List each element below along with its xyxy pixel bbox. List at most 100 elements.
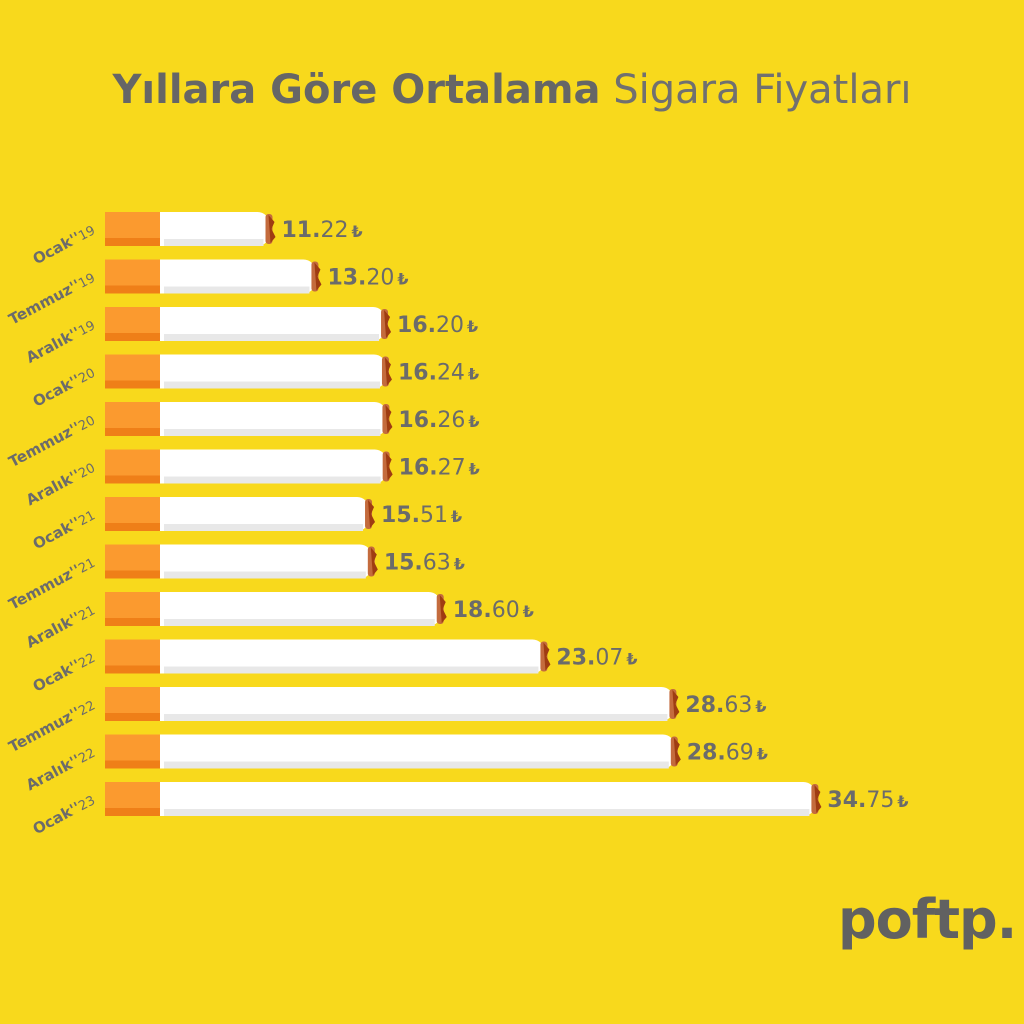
value-decimal: 63 <box>724 693 752 718</box>
value-label: 15.51 ₺ <box>381 503 462 528</box>
cigarette-paper-shadow <box>164 809 810 816</box>
category-label: Temmuz''20 <box>6 411 98 471</box>
category-label: Temmuz''21 <box>6 553 98 613</box>
cigarette-filter-shadow <box>105 713 160 721</box>
cigarette-paper-joint <box>160 449 176 484</box>
currency-symbol: ₺ <box>469 460 480 479</box>
category-month: Ocak'' <box>30 656 83 696</box>
cigarette-paper-shadow <box>164 666 539 674</box>
currency-symbol: ₺ <box>451 507 462 526</box>
cigarette-paper-joint <box>160 639 176 674</box>
currency-symbol: ₺ <box>351 222 362 241</box>
cigarette-ember <box>314 262 322 291</box>
cigarette-paper-shadow <box>164 286 310 294</box>
value-label: 34.75 ₺ <box>827 788 908 813</box>
chart-title-light: Sigara Fiyatları <box>613 67 912 113</box>
category-label: Aralık''22 <box>23 743 98 794</box>
category-year: 20 <box>76 366 98 387</box>
cigarette-bar: 18.60 ₺ Aralık''21 <box>23 592 534 652</box>
cigarette-paper <box>160 639 545 674</box>
value-whole: 16. <box>398 361 437 386</box>
cigarette-paper <box>160 497 370 531</box>
category-year: 21 <box>76 508 98 529</box>
cigarette-paper <box>160 307 386 341</box>
value-label: 16.24 ₺ <box>398 361 479 386</box>
cigarette-ember <box>385 405 393 433</box>
cigarette-paper-joint <box>160 212 176 246</box>
currency-symbol: ₺ <box>468 365 479 384</box>
cigarette-paper-joint <box>160 259 176 294</box>
value-decimal: 60 <box>492 598 520 623</box>
value-label: 23.07 ₺ <box>556 646 637 671</box>
value-decimal: 69 <box>726 741 754 766</box>
category-year: 20 <box>76 413 98 434</box>
category-year: 22 <box>76 698 98 719</box>
category-month: Ocak'' <box>30 798 83 838</box>
cigarette-paper-shadow <box>164 619 435 626</box>
value-decimal: 20 <box>366 266 394 291</box>
cigarette-filter-shadow <box>105 380 160 389</box>
currency-symbol: ₺ <box>523 602 534 621</box>
value-whole: 11. <box>282 218 321 243</box>
value-decimal: 26 <box>437 408 465 433</box>
cigarette-paper <box>160 592 441 626</box>
cigarette-ember <box>814 785 822 813</box>
currency-symbol: ₺ <box>755 697 766 716</box>
value-label: 16.27 ₺ <box>399 456 480 481</box>
cigarette-paper-shadow <box>164 714 668 721</box>
category-month: Aralık'' <box>23 751 83 794</box>
value-label: 15.63 ₺ <box>384 551 465 576</box>
cigarette-paper-shadow <box>164 429 381 436</box>
currency-symbol: ₺ <box>397 270 408 289</box>
cigarette-ember <box>268 215 276 243</box>
category-label: Aralık''21 <box>23 601 98 652</box>
value-decimal: 20 <box>436 313 464 338</box>
cigarette-paper-shadow <box>164 239 264 246</box>
currency-symbol: ₺ <box>626 650 637 669</box>
cigarette-filter-shadow <box>105 760 160 769</box>
cigarette-paper <box>160 687 674 721</box>
cigarette-paper-joint <box>160 497 176 531</box>
chart-title: Yıllara Göre Ortalama Sigara Fiyatları <box>0 62 1024 118</box>
category-year: 19 <box>76 318 98 339</box>
cigarette-paper-shadow <box>164 476 381 484</box>
cigarette-paper-joint <box>160 734 176 769</box>
cigarette-filter-shadow <box>105 475 160 484</box>
value-whole: 15. <box>381 503 420 528</box>
cigarette-paper <box>160 734 675 769</box>
cigarette-filter-shadow <box>105 428 160 436</box>
category-label: Aralık''20 <box>23 458 98 509</box>
value-label: 16.20 ₺ <box>397 313 478 338</box>
category-year: 21 <box>76 556 98 577</box>
cigarette-filter-shadow <box>105 618 160 626</box>
cigarette-filter-shadow <box>105 808 160 816</box>
cigarette-paper-shadow <box>164 524 364 531</box>
chart-title-bold: Yıllara Göre Ortalama <box>112 67 601 113</box>
value-whole: 15. <box>384 551 423 576</box>
value-whole: 28. <box>685 693 724 718</box>
cigarette-paper-shadow <box>164 381 380 389</box>
category-label: Aralık''19 <box>23 316 98 367</box>
value-decimal: 07 <box>595 646 623 671</box>
cigarette-paper-joint <box>160 402 176 436</box>
cigarette-filter-shadow <box>105 238 160 246</box>
value-decimal: 22 <box>320 218 348 243</box>
cigarette-bar: 15.63 ₺ Temmuz''21 <box>6 544 465 614</box>
cigarette-paper-shadow <box>164 761 669 769</box>
cigarette-ember <box>672 690 680 718</box>
cigarette-ember <box>370 547 378 576</box>
value-decimal: 24 <box>437 361 465 386</box>
cigarette-paper-joint <box>160 782 176 816</box>
cigarette-paper-joint <box>160 354 176 389</box>
value-decimal: 75 <box>866 788 894 813</box>
cigarette-filter-shadow <box>105 523 160 531</box>
currency-symbol: ₺ <box>467 317 478 336</box>
category-month: Ocak'' <box>30 371 83 411</box>
value-whole: 18. <box>453 598 492 623</box>
cigarette-paper-shadow <box>164 571 366 579</box>
value-label: 13.20 ₺ <box>327 266 408 291</box>
category-month: Ocak'' <box>30 513 83 553</box>
category-year: 22 <box>76 651 98 672</box>
cigarette-ember <box>673 737 681 766</box>
